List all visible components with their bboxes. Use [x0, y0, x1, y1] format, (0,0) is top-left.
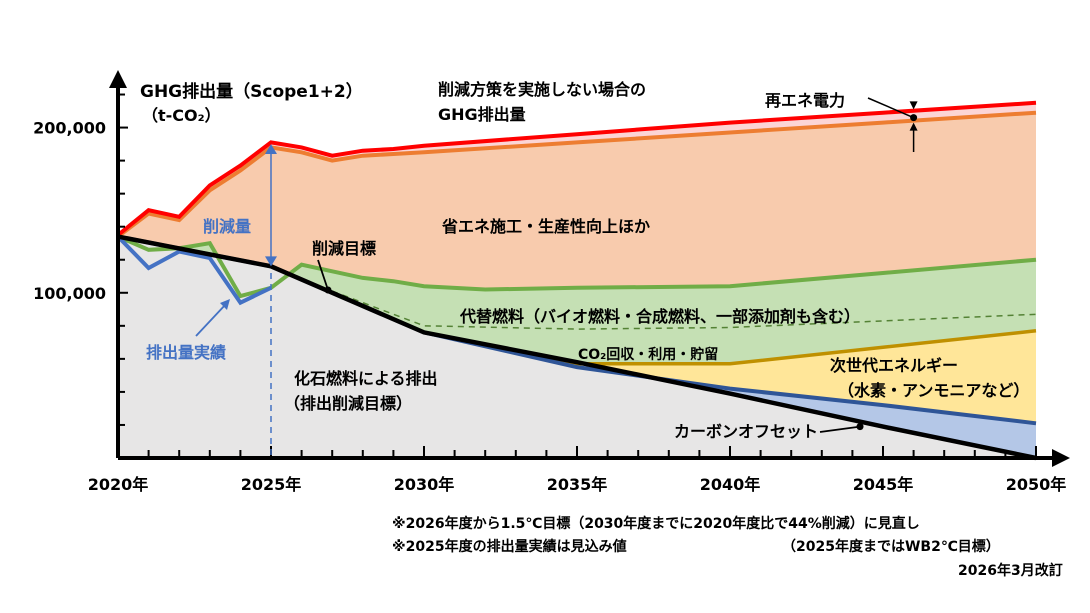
renewable-arrowhead-bottom: [909, 122, 918, 131]
line-no-measures: [116, 100, 1037, 237]
note-line-2a: ※2025年度の排出量実績は見込み値: [392, 539, 627, 555]
note-line-2b: （2025年度まではWB2℃目標）: [782, 539, 1000, 555]
no-measures-label-1: 削減方策を実施しない場合の: [438, 80, 646, 99]
alt-fuel-label: 代替燃料（バイオ燃料・合成燃料、一部添加剤も含む）: [459, 307, 860, 326]
actual-label: 排出量実績: [146, 343, 226, 362]
area-offset: [118, 236, 1036, 458]
x-tick-label: 2030年: [394, 475, 455, 494]
line-alt-fuel: [117, 234, 1037, 299]
x-tick-label: 2045年: [853, 475, 914, 494]
y-axis-unit: （t-CO₂）: [142, 106, 221, 125]
ccus-label: CO₂回収・利用・貯留: [578, 346, 718, 363]
y-tick-label: 100,000: [33, 284, 106, 303]
x-tick-label: 2035年: [547, 475, 608, 494]
area-renewable: [118, 102, 1036, 237]
line-actual: [116, 235, 272, 306]
x-tick-label: 2050年: [1006, 475, 1067, 494]
fossil-label-1: 化石燃料による排出: [294, 369, 438, 388]
actual-leader-arrowhead: [220, 299, 230, 310]
x-tick-label: 2040年: [700, 475, 761, 494]
reduction-arrow-head-bottom: [265, 256, 277, 267]
axes: 100,000 200,000 2020年 2025年 2030年 2035年 2040年 2…: [33, 70, 1070, 494]
actual-leader-line: [195, 303, 227, 337]
annotation-marks: [195, 97, 918, 458]
offset-leader-line: [819, 425, 861, 433]
x-axis-arrow: [1052, 449, 1070, 467]
revision-date: 2026年3月改訂: [958, 563, 1063, 579]
next-gen-label-2: （水素・アンモニアなど）: [838, 381, 1029, 400]
x-tick-label: 2025年: [241, 475, 302, 494]
renewable-leader-dot: [910, 114, 918, 122]
energy-saving-label: 省エネ施工・生産性向上ほか: [441, 217, 650, 236]
fossil-label-2: （排出削減目標）: [284, 394, 412, 413]
reduction-arrow-head-top: [265, 144, 277, 154]
area-next-gen: [118, 236, 1036, 424]
y-axis-arrow: [109, 70, 127, 88]
target-leader-dot: [324, 286, 332, 294]
offset-label: カーボンオフセット: [674, 422, 818, 441]
renewable-label: 再エネ電力: [765, 91, 845, 110]
renewable-arrowhead-top: [909, 101, 918, 110]
no-measures-label-2: GHG排出量: [438, 105, 526, 124]
reduction-target-label: 削減目標: [312, 239, 376, 258]
next-gen-label-1: 次世代エネルギー: [830, 356, 958, 375]
y-axis-label: GHG排出量（Scope1+2）: [140, 81, 363, 102]
line-renewable: [116, 110, 1037, 239]
x-tick-label: 2020年: [88, 475, 149, 494]
reduction-label: 削減量: [203, 217, 251, 236]
offset-leader-dot: [856, 423, 864, 431]
target-leader-line: [317, 259, 329, 291]
y-tick-label: 200,000: [33, 119, 106, 138]
area-fossil: [118, 236, 1036, 458]
note-line-1: ※2026年度から1.5℃目標（2030年度までに2020年度比で44%削減）に…: [392, 516, 920, 532]
renewable-leader-line: [867, 97, 914, 119]
